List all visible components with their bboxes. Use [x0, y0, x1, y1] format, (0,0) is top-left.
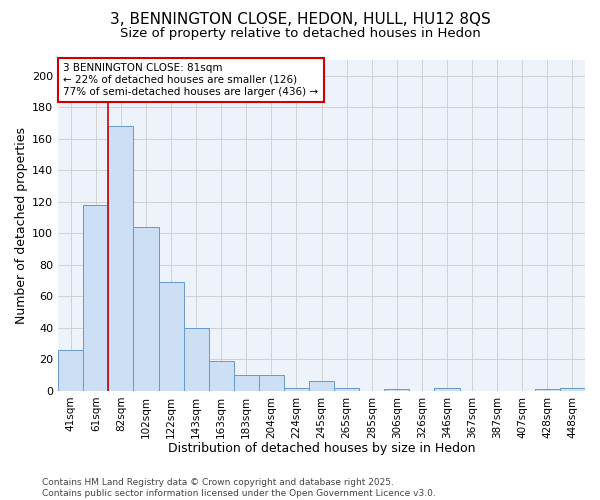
Bar	[58, 350, 83, 391]
Bar	[184, 328, 209, 391]
Bar	[535, 390, 560, 391]
Bar	[133, 227, 158, 391]
Bar	[209, 361, 234, 391]
Bar	[434, 388, 460, 391]
Bar	[259, 375, 284, 391]
X-axis label: Distribution of detached houses by size in Hedon: Distribution of detached houses by size …	[168, 442, 475, 455]
Bar	[560, 388, 585, 391]
Bar	[309, 382, 334, 391]
Bar	[284, 388, 309, 391]
Bar	[384, 390, 409, 391]
Text: Contains HM Land Registry data © Crown copyright and database right 2025.
Contai: Contains HM Land Registry data © Crown c…	[42, 478, 436, 498]
Bar	[83, 205, 109, 391]
Text: 3 BENNINGTON CLOSE: 81sqm
← 22% of detached houses are smaller (126)
77% of semi: 3 BENNINGTON CLOSE: 81sqm ← 22% of detac…	[64, 64, 319, 96]
Bar	[158, 282, 184, 391]
Bar	[109, 126, 133, 391]
Bar	[334, 388, 359, 391]
Y-axis label: Number of detached properties: Number of detached properties	[15, 127, 28, 324]
Text: Size of property relative to detached houses in Hedon: Size of property relative to detached ho…	[119, 28, 481, 40]
Bar	[234, 375, 259, 391]
Text: 3, BENNINGTON CLOSE, HEDON, HULL, HU12 8QS: 3, BENNINGTON CLOSE, HEDON, HULL, HU12 8…	[110, 12, 490, 28]
